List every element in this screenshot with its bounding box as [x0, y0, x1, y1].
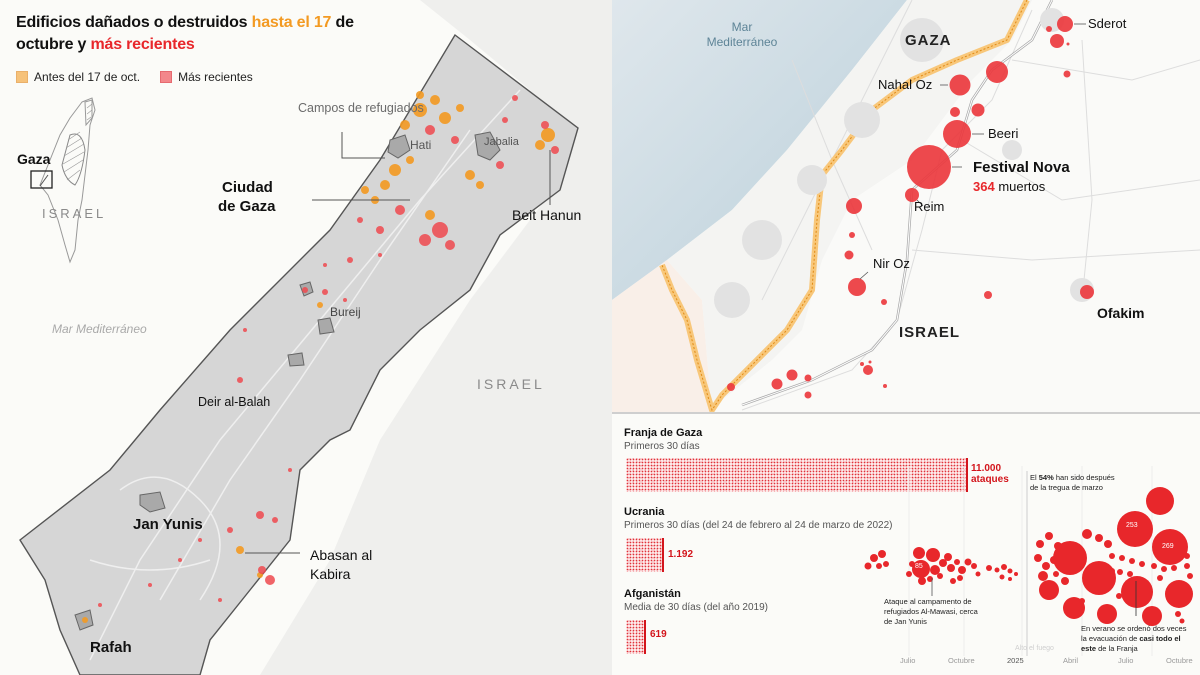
- israel-label-right: ISRAEL: [899, 324, 961, 341]
- truce-annotation: El 54% han sido después de la tregua de …: [1030, 473, 1115, 492]
- festival-nova-label: Festival Nova: [973, 159, 1070, 176]
- bar-value-ukraine: 1.192: [668, 549, 694, 560]
- axis-label-2025: 2025: [1007, 656, 1024, 665]
- nir-oz-label: Nir Oz: [873, 256, 910, 271]
- axis-label-julio-2: Julio: [1118, 656, 1134, 665]
- bureij-label: Bureij: [330, 305, 361, 319]
- bar-subtitle-gaza: Primeros 30 días: [624, 441, 700, 452]
- map-legend: Antes del 17 de oct. Más recientes: [16, 70, 253, 84]
- bar-gaza: [626, 458, 966, 492]
- title-highlight-red: más recientes: [90, 36, 195, 53]
- evacuation-annotation: En verano se ordenó dos veces la evacuac…: [1081, 624, 1187, 653]
- title-highlight-orange: hasta el 17: [251, 14, 332, 31]
- red-swatch-icon: [160, 71, 173, 83]
- bar-title-ukraine: Ucrania: [624, 506, 665, 518]
- legend-item-before: Antes del 17 de oct.: [16, 70, 140, 84]
- abasan-label-1: Abasan al: [310, 547, 373, 563]
- refugee-camps-label: Campos de refugiados: [298, 101, 424, 115]
- reim-label: Reim: [914, 199, 945, 214]
- beeri-label: Beeri: [988, 126, 1019, 141]
- bubble-label-85: 85: [915, 563, 923, 570]
- abasan-label-2: Kabira: [310, 566, 351, 582]
- jan-yunis-label: Jan Yunis: [133, 516, 203, 533]
- bar-title-afghanistan: Afganistán: [624, 588, 681, 600]
- bar-afghanistan: [626, 620, 644, 654]
- legend-item-recent: Más recientes: [160, 70, 253, 84]
- bar-title-gaza: Franja de Gaza: [624, 427, 703, 439]
- bubble-label-269: 269: [1162, 543, 1174, 550]
- bar-ukraine-end: [662, 538, 664, 572]
- axis-label-octubre-2: Octubre: [1166, 656, 1193, 665]
- deaths-label: 364 muertos: [973, 179, 1046, 194]
- orange-swatch-icon: [16, 71, 28, 83]
- nahal-oz-label: Nahal Oz: [878, 77, 933, 92]
- hati-label: Hati: [410, 138, 432, 152]
- gaza-label-right: GAZA: [905, 32, 952, 49]
- bar-gaza-end: [966, 458, 968, 492]
- bubble-label-253: 253: [1126, 522, 1138, 529]
- ofakim-label: Ofakim: [1097, 305, 1145, 321]
- attacks-comparison-chart: Franja de Gaza Primeros 30 días 11.000 a…: [612, 416, 1200, 675]
- bar-ukraine: [626, 538, 662, 572]
- sea-label: Mar Mediterráneo: [52, 322, 147, 336]
- bar-subtitle-ukraine: Primeros 30 días (del 24 de febrero al 2…: [624, 520, 893, 531]
- jabalia-label: Jabalia: [484, 136, 519, 148]
- mawasi-annotation: Ataque al campamento de refugiados Al-Ma…: [884, 597, 978, 626]
- deir-al-balah-label: Deir al-Balah: [198, 395, 271, 409]
- bar-value-gaza-2: ataques: [971, 474, 1009, 485]
- sea-label-right: Mar Mediterráneo: [706, 20, 778, 49]
- attack-sites-map-panel: Mar Mediterráneo GAZA Sderot Nahal Oz Be…: [612, 0, 1200, 414]
- gaza-city-label-2: de Gaza: [218, 198, 276, 215]
- gaza-city-label-1: Ciudad: [222, 179, 273, 196]
- sderot-label: Sderot: [1088, 16, 1127, 31]
- southern-israel-map: [612, 0, 1200, 412]
- axis-label-abril: Abril: [1063, 656, 1079, 665]
- beit-hanun-label: Beit Hanun: [512, 207, 582, 223]
- inset-gaza-label: Gaza: [17, 151, 51, 167]
- israel-inset-map: [30, 97, 96, 264]
- inset-israel-label: ISRAEL: [42, 206, 107, 221]
- attack-circles: [727, 16, 1094, 399]
- israel-label: ISRAEL: [477, 376, 545, 392]
- axis-label-julio-1: Julio: [900, 656, 916, 665]
- bar-afghanistan-end: [644, 620, 646, 654]
- damaged-buildings-map-panel: Edificios dañados o destruidos hasta el …: [16, 0, 612, 675]
- map-title: Edificios dañados o destruidos hasta el …: [16, 14, 354, 53]
- bar-value-afghanistan: 619: [650, 629, 667, 640]
- gaza-strip-map: [19, 0, 612, 675]
- bar-subtitle-afghanistan: Media de 30 días (del año 2019): [624, 602, 768, 613]
- rafah-label: Rafah: [90, 639, 132, 656]
- bar-value-gaza-1: 11.000: [971, 463, 1002, 474]
- axis-label-octubre-1: Octubre: [948, 656, 975, 665]
- ceasefire-label: Alto el fuego: [1015, 645, 1054, 652]
